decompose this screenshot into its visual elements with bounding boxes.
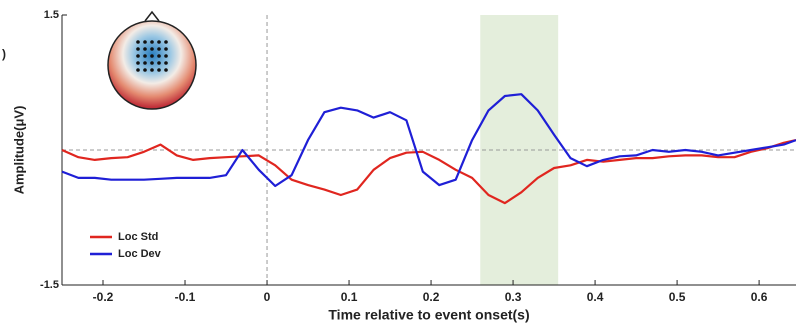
x-tick-label: 0.2 (423, 290, 440, 304)
electrode (136, 61, 140, 65)
x-tick-label: 0.5 (669, 290, 686, 304)
x-tick-label: -0.1 (175, 290, 196, 304)
electrode (136, 68, 140, 72)
electrode (143, 68, 147, 72)
electrode (164, 54, 168, 58)
x-axis-label: Time relative to event onset(s) (328, 307, 529, 323)
x-tick-label: 0 (264, 290, 271, 304)
y-axis-label: Amplitude(μV) (11, 106, 26, 195)
electrode (157, 54, 161, 58)
electrode (136, 47, 140, 51)
electrode (143, 61, 147, 65)
electrode (164, 61, 168, 65)
legend-label: Loc Std (118, 231, 158, 243)
y-tick-label: -1.5 (40, 279, 59, 291)
series-line (61, 139, 796, 205)
electrode (157, 61, 161, 65)
x-tick-label: 0.1 (341, 290, 358, 304)
x-tick-label: 0.3 (505, 290, 522, 304)
cropped-text: ) (2, 47, 6, 61)
electrode (136, 40, 140, 44)
electrode (164, 40, 168, 44)
electrode (150, 68, 154, 72)
x-tick-label: -0.2 (93, 290, 114, 304)
electrode (157, 47, 161, 51)
y-tick-label: 1.5 (44, 9, 59, 21)
electrode (157, 40, 161, 44)
electrode (136, 54, 140, 58)
legend-label: Loc Dev (118, 248, 162, 260)
electrode (143, 54, 147, 58)
electrode (164, 68, 168, 72)
electrode (157, 68, 161, 72)
electrode (150, 61, 154, 65)
topomap (107, 10, 197, 110)
electrode (150, 54, 154, 58)
electrode (143, 47, 147, 51)
x-tick-label: 0.4 (587, 290, 604, 304)
x-tick-label: 0.6 (751, 290, 768, 304)
electrode (150, 40, 154, 44)
electrode (150, 47, 154, 51)
series-line (61, 93, 796, 188)
electrode (164, 47, 168, 51)
electrode (143, 40, 147, 44)
